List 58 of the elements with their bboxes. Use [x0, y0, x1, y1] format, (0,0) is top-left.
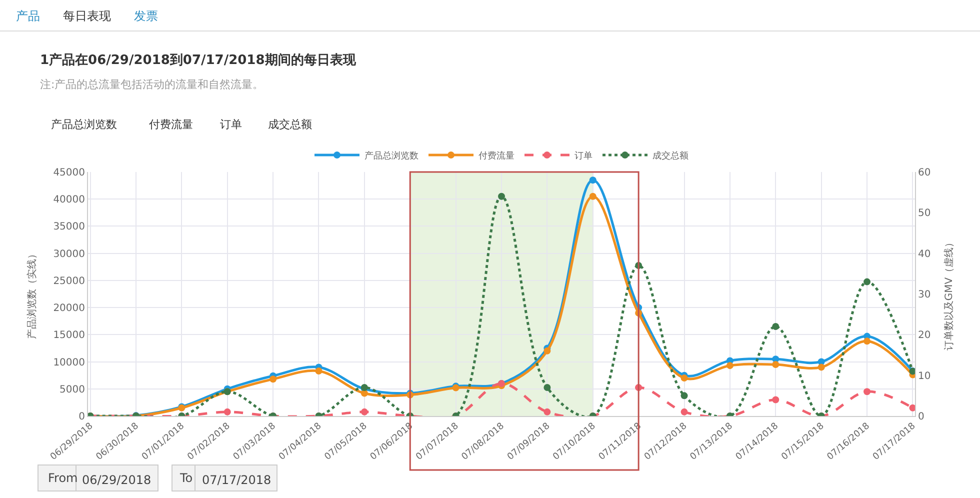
y-tick-label: 15000	[53, 330, 85, 342]
y2-tick-label: 40	[918, 248, 931, 260]
chart-title: 1产品在06/29/2018到07/17/2018期间的每日表现	[40, 52, 357, 68]
y2-tick-label: 60	[918, 168, 931, 178]
point	[726, 362, 734, 370]
y2-axis-title: 订单数以及GMV（虚线）	[943, 237, 956, 351]
point	[864, 278, 871, 286]
point	[270, 376, 277, 383]
text: From	[48, 471, 78, 485]
point	[864, 338, 871, 345]
y-tick-label: 5000	[60, 384, 85, 396]
point	[315, 368, 322, 374]
point	[544, 384, 551, 392]
point	[818, 364, 825, 371]
point	[864, 388, 871, 396]
y-tick-label: 40000	[53, 194, 85, 206]
point	[772, 396, 780, 404]
point	[772, 323, 780, 330]
y-tick-label: 35000	[53, 222, 85, 233]
text: 06/29/2018	[82, 473, 152, 487]
y2-tick-label: 30	[918, 290, 931, 300]
legend-label: 订单	[574, 150, 592, 162]
y2-tick-label: 50	[918, 208, 931, 220]
point	[589, 176, 596, 184]
text: To	[179, 471, 193, 485]
y2-tick-label: 0	[918, 412, 924, 422]
point	[589, 192, 596, 200]
y2-tick-label: 20	[918, 330, 931, 342]
text: 产品	[16, 9, 40, 23]
legend-label: 付费流量	[478, 150, 514, 162]
point	[498, 192, 505, 200]
y-tick-label: 45000	[53, 168, 85, 178]
text: 产品总浏览数	[51, 118, 117, 131]
text: 每日表现	[63, 9, 111, 23]
legend-label: 成交总额	[652, 150, 688, 162]
point	[680, 392, 688, 400]
y-tick-label: 20000	[53, 303, 85, 314]
point	[772, 360, 780, 368]
text: 发票	[134, 9, 158, 23]
legend-label: 产品总浏览数	[364, 150, 418, 162]
point	[680, 374, 688, 382]
y-tick-label: 0	[78, 412, 85, 422]
point	[544, 408, 551, 416]
point	[360, 408, 368, 416]
text: 成交总额	[268, 118, 312, 131]
point	[224, 408, 231, 416]
y2-tick-label: 10	[918, 370, 931, 382]
point	[909, 404, 915, 412]
text: 付费流量	[149, 118, 193, 131]
point	[544, 347, 551, 354]
y-tick-label: 30000	[53, 248, 85, 260]
y-tick-label: 25000	[53, 276, 85, 287]
point	[680, 408, 688, 416]
text: 07/17/2018	[202, 473, 272, 487]
y-axis-title: 产品浏览数（实线）	[26, 249, 38, 339]
y-tick-label: 10000	[53, 357, 85, 368]
chart-subtitle: 注:产品的总流量包括活动的流量和自然流量。	[40, 78, 264, 91]
text: 订单	[220, 118, 242, 131]
